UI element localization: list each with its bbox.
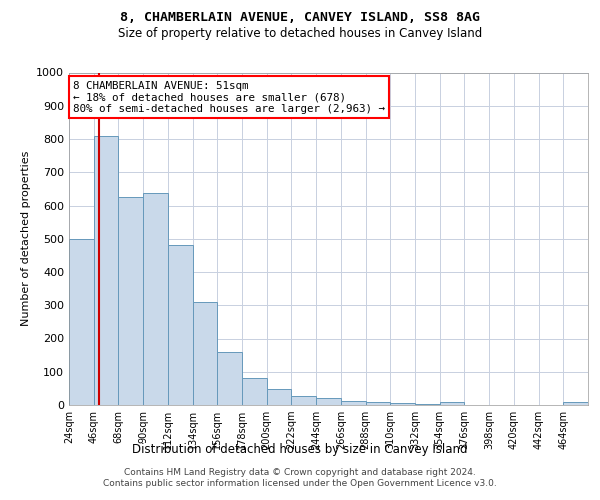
Bar <box>415 404 440 405</box>
Bar <box>440 402 464 405</box>
Bar <box>168 246 193 405</box>
Bar <box>316 398 341 405</box>
Bar <box>341 401 365 405</box>
Bar <box>365 402 390 405</box>
Text: Distribution of detached houses by size in Canvey Island: Distribution of detached houses by size … <box>132 442 468 456</box>
Bar <box>217 352 242 405</box>
Bar <box>267 389 292 405</box>
Bar <box>390 404 415 405</box>
Bar <box>118 197 143 405</box>
Bar <box>292 396 316 405</box>
Text: Size of property relative to detached houses in Canvey Island: Size of property relative to detached ho… <box>118 28 482 40</box>
Bar <box>563 402 588 405</box>
Text: Contains HM Land Registry data © Crown copyright and database right 2024.
Contai: Contains HM Land Registry data © Crown c… <box>103 468 497 487</box>
Bar <box>242 378 267 405</box>
Text: 8, CHAMBERLAIN AVENUE, CANVEY ISLAND, SS8 8AG: 8, CHAMBERLAIN AVENUE, CANVEY ISLAND, SS… <box>120 11 480 24</box>
Y-axis label: Number of detached properties: Number of detached properties <box>20 151 31 326</box>
Bar <box>143 193 168 405</box>
Text: 8 CHAMBERLAIN AVENUE: 51sqm
← 18% of detached houses are smaller (678)
80% of se: 8 CHAMBERLAIN AVENUE: 51sqm ← 18% of det… <box>73 81 385 114</box>
Bar <box>193 302 217 405</box>
Bar <box>69 239 94 405</box>
Bar <box>94 136 118 405</box>
